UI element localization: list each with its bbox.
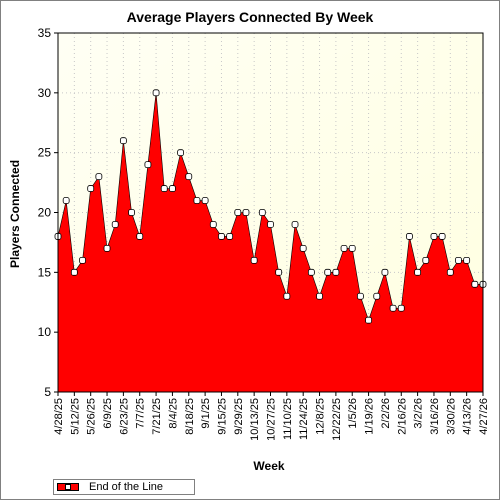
data-point <box>316 292 323 300</box>
data-point <box>234 209 242 216</box>
legend-label: End of the Line <box>89 481 164 493</box>
x-tick-label: 6/9/25 <box>102 398 114 429</box>
legend-swatch <box>57 483 79 491</box>
y-tick-label: 10 <box>38 325 52 339</box>
data-point <box>185 173 193 181</box>
data-point <box>177 149 184 157</box>
y-axis-label: Players Connected <box>8 160 22 268</box>
data-point <box>160 185 168 192</box>
x-tick-label: 4/27/26 <box>478 398 490 435</box>
x-tick-label: 2/16/26 <box>396 398 408 435</box>
data-point <box>373 292 381 300</box>
data-point <box>357 292 364 300</box>
x-tick-label: 2/2/26 <box>380 398 392 429</box>
data-point <box>62 197 70 204</box>
data-point <box>70 268 78 276</box>
data-point <box>87 185 95 192</box>
data-point <box>324 268 332 276</box>
data-point <box>275 268 283 276</box>
y-tick-label: 35 <box>38 26 52 40</box>
data-point <box>381 268 389 276</box>
x-tick-labels: 4/28/25 5/12/25 5/26/25 6/9/25 6/23/25 7/7/25… <box>53 398 490 441</box>
x-tick-label: 11/10/25 <box>282 398 294 440</box>
y-tick-label: 20 <box>38 206 52 220</box>
x-tick-label: 4/13/26 <box>462 398 474 435</box>
data-point <box>430 233 438 240</box>
data-point <box>95 173 103 181</box>
x-tick-label: 12/22/25 <box>331 398 343 441</box>
data-point <box>209 221 217 228</box>
data-point <box>291 221 299 228</box>
x-tick-label: 10/27/25 <box>266 398 278 441</box>
x-tick-label: 9/15/25 <box>216 398 228 435</box>
data-point <box>389 304 397 312</box>
data-point <box>267 221 274 228</box>
y-tick-label: 5 <box>44 385 51 399</box>
y-tick-label: 30 <box>38 86 52 100</box>
data-point <box>283 292 291 300</box>
data-point <box>144 161 152 169</box>
x-tick-label: 5/12/25 <box>69 398 81 435</box>
data-point <box>463 256 471 264</box>
chart-title: Average Players Connected By Week <box>126 9 374 25</box>
data-point <box>169 185 176 192</box>
x-tick-label: 7/21/25 <box>151 398 163 435</box>
x-tick-label: 8/4/25 <box>167 398 179 429</box>
data-point <box>119 137 127 145</box>
data-point <box>201 197 209 204</box>
x-tick-label: 1/5/26 <box>347 398 359 429</box>
x-tick-label: 6/23/25 <box>118 398 130 435</box>
data-point <box>397 304 405 312</box>
data-point <box>348 244 356 252</box>
data-point <box>218 233 225 240</box>
data-point <box>152 89 160 97</box>
data-point <box>103 244 111 252</box>
data-point <box>414 268 422 276</box>
axes <box>54 32 484 396</box>
x-tick-label: 9/29/25 <box>233 398 245 435</box>
data-point <box>79 256 86 264</box>
x-tick-label: 7/7/25 <box>135 398 147 429</box>
x-axis-label: Week <box>253 459 284 473</box>
x-tick-label: 9/1/25 <box>200 398 212 429</box>
x-tick-label: 12/8/25 <box>315 398 327 435</box>
data-point <box>455 256 462 264</box>
data-point <box>340 244 348 252</box>
data-point <box>438 233 446 240</box>
data-point <box>422 256 430 264</box>
data-point <box>111 221 119 228</box>
data-point <box>242 209 250 216</box>
data-point <box>128 209 135 216</box>
x-tick-label: 5/26/25 <box>86 398 98 435</box>
data-point <box>250 256 258 264</box>
data-point <box>365 316 372 324</box>
x-tick-label: 3/2/26 <box>413 398 425 429</box>
data-point <box>406 233 413 240</box>
data-point <box>307 268 315 276</box>
data-point <box>332 268 340 276</box>
x-tick-label: 3/16/26 <box>429 398 441 435</box>
x-tick-label: 4/28/25 <box>53 398 65 435</box>
x-tick-label: 11/24/25 <box>298 398 310 440</box>
y-tick-label: 15 <box>38 265 52 279</box>
data-point <box>226 233 234 240</box>
data-point <box>299 244 307 252</box>
y-tick-labels: 5 10 15 20 25 30 35 <box>38 26 52 399</box>
x-tick-label: 3/30/26 <box>445 398 457 435</box>
data-point <box>446 268 454 276</box>
x-tick-label: 10/13/25 <box>249 398 261 441</box>
legend: End of the Line <box>53 479 195 495</box>
data-point <box>258 209 266 216</box>
x-tick-label: 1/19/26 <box>364 398 376 435</box>
x-tick-label: 8/18/25 <box>184 398 196 435</box>
data-point <box>193 197 201 204</box>
data-point <box>471 280 479 288</box>
y-tick-label: 25 <box>38 146 52 160</box>
data-point <box>136 233 144 240</box>
